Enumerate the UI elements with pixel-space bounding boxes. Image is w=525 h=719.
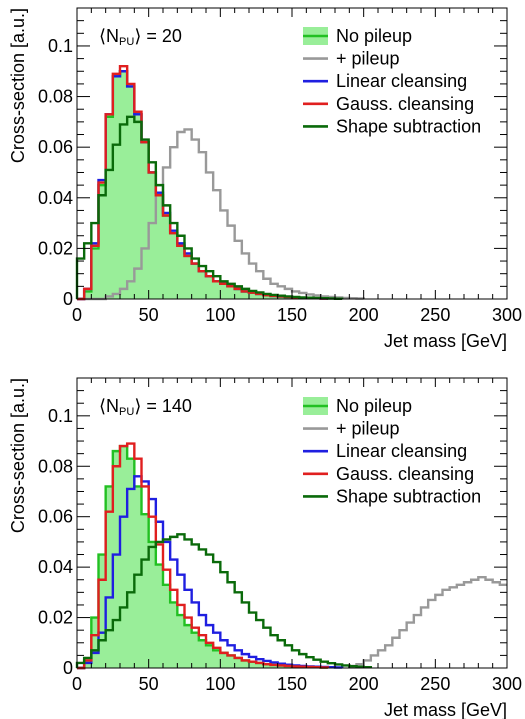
y-tick-label: 0.08: [38, 456, 73, 476]
y-tick-label: 0.08: [38, 87, 73, 107]
legend-label-0: No pileup: [336, 26, 412, 46]
y-tick-label: 0.02: [38, 238, 73, 258]
legend-label-0: No pileup: [336, 396, 412, 416]
x-tick-label: 100: [205, 674, 235, 694]
y-tick-label: 0: [63, 658, 73, 678]
pileup-annotation: ⟨NPU⟩ = 20: [99, 26, 182, 48]
legend-label-1: + pileup: [336, 419, 400, 439]
series-line-1: [348, 576, 507, 668]
x-tick-label: 50: [139, 305, 159, 325]
series-line-3: [77, 442, 330, 670]
series-fill-0: [77, 71, 328, 300]
x-tick-label: 0: [72, 305, 82, 325]
x-tick-label: 0: [72, 674, 82, 694]
x-axis-label: Jet mass [GeV]: [384, 700, 507, 719]
chart-panel-2: 0 50 100 150 200 250 300 0 0.02 0.04 0.06 0.08 0.1 Je…: [8, 377, 522, 719]
x-tick-label: 100: [205, 305, 235, 325]
x-tick-label: 300: [492, 674, 522, 694]
x-tick-label: 200: [349, 305, 379, 325]
y-axis-label: Cross-section [a.u.]: [8, 8, 28, 163]
x-tick-label: 250: [420, 305, 450, 325]
y-tick-label: 0: [63, 289, 73, 309]
y-tick-label: 0.06: [38, 507, 73, 527]
legend-label-3: Gauss. cleansing: [336, 94, 474, 114]
y-tick-label: 0.1: [48, 406, 73, 426]
series-line-4: [75, 533, 373, 669]
legend-label-1: + pileup: [336, 49, 400, 69]
y-tick-label: 0.02: [38, 608, 73, 628]
x-tick-label: 150: [277, 305, 307, 325]
x-tick-label: 150: [277, 674, 307, 694]
legend-label-4: Shape subtraction: [336, 486, 481, 506]
y-axis-label: Cross-section [a.u.]: [8, 378, 28, 533]
x-tick-label: 200: [349, 674, 379, 694]
x-tick-label: 50: [139, 674, 159, 694]
series-line-4: [75, 115, 344, 300]
chart-panel-1: 0 50 100 150 200 250 300 0 0.02 0.04 0.06 0.08 0.1 Je…: [8, 7, 522, 351]
y-tick-label: 0.1: [48, 36, 73, 56]
legend-label-2: Linear cleansing: [336, 441, 467, 461]
x-tick-label: 250: [420, 674, 450, 694]
pileup-annotation: ⟨NPU⟩ = 140: [99, 396, 192, 418]
series-fill-0: [77, 446, 328, 668]
x-axis-label: Jet mass [GeV]: [384, 331, 507, 351]
y-tick-label: 0.04: [38, 188, 73, 208]
legend-label-4: Shape subtraction: [336, 116, 481, 136]
legend-label-3: Gauss. cleansing: [336, 464, 474, 484]
legend-label-2: Linear cleansing: [336, 71, 467, 91]
x-tick-label: 300: [492, 305, 522, 325]
y-tick-label: 0.04: [38, 557, 73, 577]
y-tick-label: 0.06: [38, 137, 73, 157]
